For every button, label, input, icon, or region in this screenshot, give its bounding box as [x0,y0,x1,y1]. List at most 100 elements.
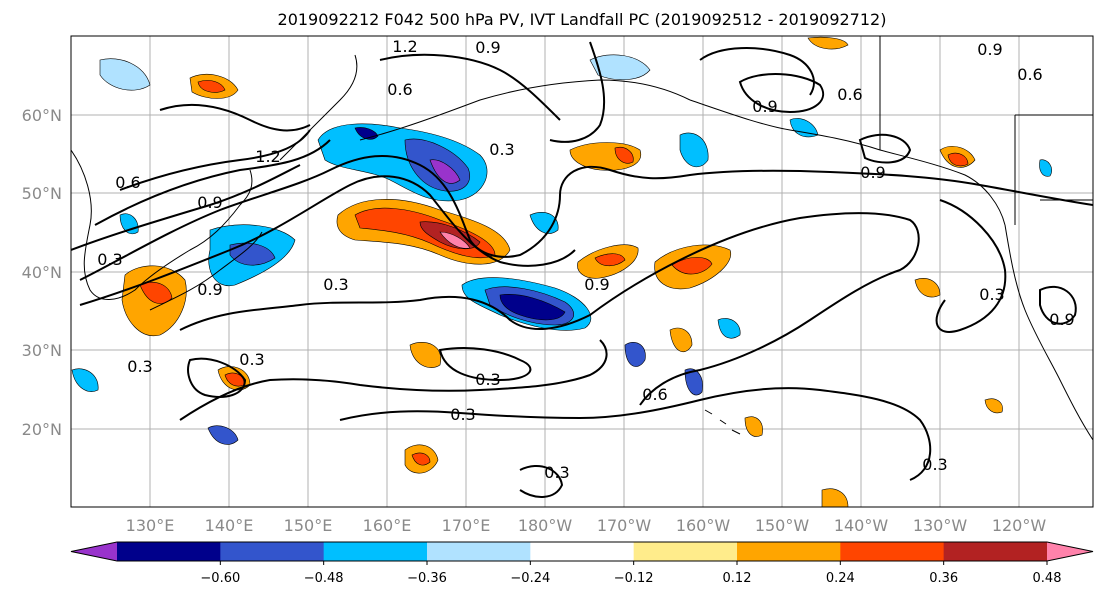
colorbar-tick-label: 0.36 [929,571,958,586]
latitude-label: 40°N [22,263,62,282]
positive-pv-region [411,452,431,466]
longitude-label: 120°W [992,516,1047,535]
positive-pv-region [744,416,763,437]
contour-label: 0.9 [860,163,885,182]
positive-pv-region [914,278,941,298]
contour-line [935,199,1007,333]
positive-pv-region [197,80,226,93]
longitude-label: 180°W [518,516,573,535]
positive-pv-region [614,147,634,164]
colorbar-tick-label: 0.48 [1033,571,1062,586]
longitude-label: 130°W [913,516,968,535]
negative-pv-region [679,132,709,168]
positive-pv-region [594,253,626,267]
contour-label: 0.3 [450,405,475,424]
contour-label: 0.9 [977,40,1002,59]
contour-line [339,387,932,481]
asia-coastline [71,149,253,300]
contour-line [738,73,825,114]
contour-line [71,164,301,251]
contour-line [1039,285,1077,325]
positive-pv-region [669,327,693,353]
contour-line [438,347,532,382]
colorbar-tick-label: −0.60 [200,571,240,586]
latitude-label: 20°N [22,420,62,439]
contour-label: 1.2 [255,147,280,166]
positive-pv-region [947,152,969,167]
negative-pv-region [429,159,461,184]
contour-label: 0.9 [584,275,609,294]
aleutians-coastline [359,79,691,141]
colorbar-extend-low [71,542,117,561]
contour-label: 0.3 [475,370,500,389]
map-title: 2019092212 F042 500 hPa PV, IVT Landfall… [278,10,887,29]
borders [879,36,1093,225]
negative-pv-region [229,242,276,266]
contour-line [379,53,561,121]
colorbar-bin [840,542,945,561]
contour-label: 0.3 [239,350,264,369]
contour-line [519,465,564,498]
japan-coastline [149,231,263,311]
contour-label: 0.3 [922,455,947,474]
north-america-coastline [1004,224,1093,441]
latitude-label: 60°N [22,106,62,125]
latitude-label: 50°N [22,184,62,203]
negative-pv-region [624,341,646,367]
negative-pv-region [717,318,741,339]
contour-label: 0.3 [127,357,152,376]
colorbar: −0.60 −0.48 −0.36 −0.24 −0.12 0.12 0.24 0.36 0.4… [70,541,1094,586]
colorbar-bin [323,542,428,561]
contour-label: 0.6 [837,85,862,104]
colorbar-tick-label: 0.12 [723,571,752,586]
contour-label: 0.3 [489,140,514,159]
colorbar-bin [943,542,1048,561]
longitude-label: 140°E [205,516,254,535]
contour-line [79,175,576,306]
contours [71,41,1093,498]
colorbar-tick-label: −0.36 [407,571,447,586]
colorbar-bin [220,542,325,561]
colorbar-bin [633,542,738,561]
contour-line [187,357,247,398]
negative-pv-region [499,294,566,321]
colorbar-bin [737,542,841,561]
contour-label: 0.3 [97,250,122,269]
map-frame [70,35,1094,508]
longitude-label: 160°E [363,516,412,535]
contour-label: 1.2 [392,37,417,56]
positive-pv-region [821,488,849,507]
contour-line [94,139,331,226]
pv-shading [71,36,1052,507]
contour-label: 0.6 [387,80,412,99]
colorbar-extend-high [1047,542,1093,561]
contour-label: 0.9 [752,97,777,116]
negative-pv-region [71,368,99,392]
longitude-label: 150°E [284,516,333,535]
negative-pv-region [207,425,239,445]
longitude-labels: 130°E 140°E 150°E 160°E 170°E 180°W 170°… [126,516,1047,535]
contour-label: 0.6 [1017,65,1042,84]
colorbar-tick-label: −0.24 [510,571,550,586]
latitude-labels: 60°N 50°N 40°N 30°N 20°N [22,106,62,439]
latitude-label: 30°N [22,341,62,360]
contour-label: 0.9 [1049,310,1074,329]
positive-pv-region [671,257,713,275]
contour-label: 0.6 [115,173,140,192]
contour-line [179,339,608,421]
positive-pv-region [984,398,1003,414]
contour-line [179,212,920,406]
hawaii-islands [704,409,741,435]
longitude-label: 130°E [126,516,175,535]
contour-line [159,103,311,132]
longitude-label: 170°W [597,516,652,535]
contour-label: 0.3 [323,275,348,294]
contour-line [79,154,1093,281]
contour-label: 0.3 [544,463,569,482]
colorbar-bin [427,542,531,561]
contour-line [699,47,815,96]
contour-line [549,41,606,143]
negative-pv-region [684,368,703,396]
contour-labels: 0.9 1.2 0.6 0.9 0.3 0.9 0.9 0.6 1.2 0.9 … [97,37,1074,482]
